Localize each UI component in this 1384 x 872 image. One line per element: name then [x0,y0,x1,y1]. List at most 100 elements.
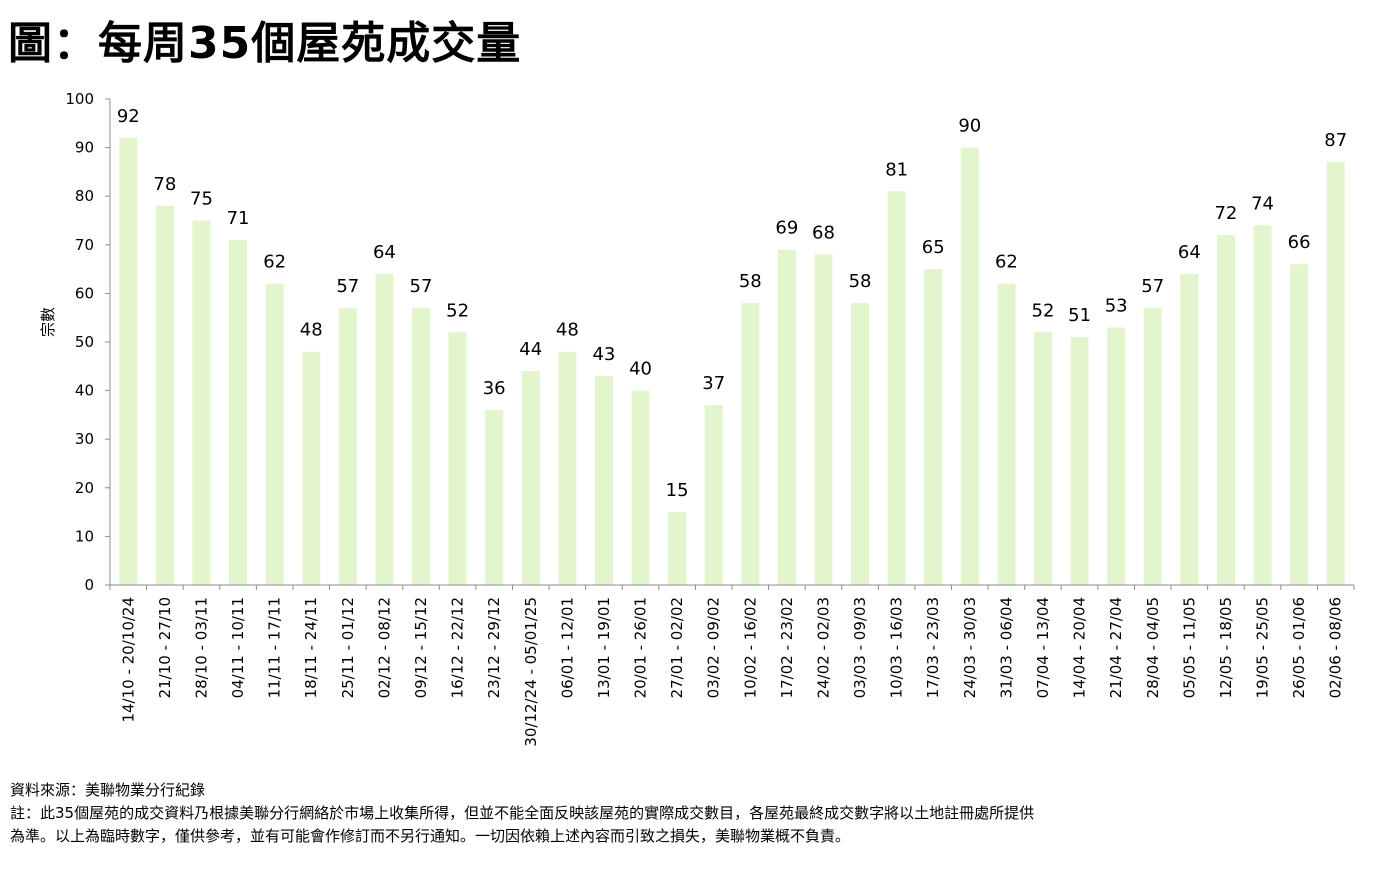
data-label: 87 [1324,130,1347,151]
bar [229,239,248,585]
bar [1216,235,1235,585]
x-tick-label: 28/10 - 03/11 [192,597,210,698]
x-tick-label: 30/12/24 - 05/01/25 [522,597,540,747]
data-label: 48 [300,320,323,341]
x-tick-label: 07/04 - 13/04 [1034,597,1052,698]
x-tick-label: 31/03 - 06/04 [997,597,1015,698]
data-label: 75 [190,189,213,210]
x-tick-label: 20/01 - 26/01 [632,597,650,698]
x-tick-label: 28/04 - 04/05 [1144,597,1162,698]
data-label: 74 [1251,193,1274,214]
footnote-line-2: 為準。以上為臨時數字，僅供參考，並有可能會作修訂而不另行通知。一切因依賴上述內容… [10,827,851,845]
x-tick-label: 02/06 - 08/06 [1327,597,1345,698]
bar [1180,273,1199,585]
bar [960,147,979,585]
y-tick-label: 50 [75,333,94,351]
data-label: 78 [153,174,176,195]
y-tick-label: 30 [75,430,94,448]
x-tick-label: 05/05 - 11/05 [1180,597,1198,698]
data-label: 92 [117,106,140,127]
x-tick-label: 16/12 - 22/12 [449,597,467,698]
data-label: 72 [1214,203,1237,224]
data-label: 66 [1288,232,1311,253]
y-tick-label: 40 [75,382,94,400]
bar [375,273,394,585]
x-tick-label: 24/03 - 30/03 [961,597,979,698]
chart-title: 圖：每周35個屋苑成交量 [8,18,522,69]
bar [704,405,723,585]
x-tick-label: 06/01 - 12/01 [558,597,576,698]
data-label: 37 [702,373,725,394]
x-tick-label: 10/02 - 16/02 [741,597,759,698]
bar [338,307,357,585]
y-tick-label: 90 [75,139,94,157]
data-label: 15 [666,480,689,501]
data-label: 51 [1068,305,1091,326]
x-tick-label: 14/10 - 20/10/24 [119,597,137,723]
data-label: 58 [739,271,762,292]
data-label: 62 [263,252,286,273]
x-tick-label: 10/03 - 16/03 [888,597,906,698]
bar [119,137,138,585]
y-tick-label: 60 [75,284,94,302]
data-label: 43 [592,344,615,365]
data-label: 57 [410,276,433,297]
data-label: 65 [922,237,945,258]
bar [851,303,870,585]
bar-chart: 92 78 75 71 62 48 57 64 57 52 36 44 48 43 40 15 37 58 69 68… [39,90,1355,747]
x-tick-label: 19/05 - 25/05 [1254,597,1272,698]
bar [668,512,687,585]
y-tick-label: 100 [65,90,94,108]
footnote-line-1: 註：此35個屋苑的成交資料乃根據美聯分行網絡於市場上收集所得，但並不能全面反映該… [10,804,1035,822]
bar [1253,225,1272,586]
x-tick-label: 25/11 - 01/12 [339,597,357,698]
x-tick-label: 26/05 - 01/06 [1290,597,1308,698]
data-label: 52 [1032,300,1055,321]
y-tick-label: 0 [84,576,94,594]
data-label: 62 [995,252,1018,273]
x-tick-label: 09/12 - 15/12 [412,597,430,698]
bar [302,351,321,585]
bar [924,269,943,585]
data-label: 64 [373,242,396,263]
y-tick-label: 20 [75,479,94,497]
bar [558,351,577,585]
x-tick-label: 04/11 - 10/11 [229,597,247,698]
data-label: 71 [227,208,250,229]
bar [997,283,1016,585]
x-tick-label: 24/02 - 02/03 [814,597,832,698]
data-label: 64 [1178,242,1201,263]
bar [192,220,211,585]
bar [265,283,284,585]
y-tick-label: 80 [75,187,94,205]
data-label: 69 [775,218,798,239]
data-label: 52 [446,300,469,321]
x-tick-label: 21/10 - 27/10 [156,597,174,698]
x-tick-label: 13/01 - 19/01 [595,597,613,698]
source-note: 資料來源：美聯物業分行紀錄 [10,781,206,799]
bar [1326,162,1345,585]
data-label: 90 [958,116,981,137]
data-label: 48 [556,320,579,341]
y-tick-label: 70 [75,236,94,254]
bar [448,332,467,585]
bar [412,307,430,585]
bar [741,303,760,585]
y-tick-label: 10 [75,527,94,545]
data-label: 40 [629,359,652,380]
data-label: 58 [849,271,872,292]
x-tick-label: 17/02 - 23/02 [778,597,796,698]
x-tick-label: 03/03 - 09/03 [851,597,869,698]
bar [521,371,540,585]
data-label: 44 [519,339,542,360]
x-tick-label: 11/11 - 17/11 [266,597,284,698]
x-tick-label: 27/01 - 02/02 [668,597,686,698]
bar [777,249,796,585]
bar [631,390,650,585]
x-tick-label: 23/12 - 29/12 [485,597,503,698]
data-label: 57 [1141,276,1164,297]
bar [814,254,833,585]
data-label: 81 [885,159,908,180]
bar [1070,337,1089,585]
x-tick-label: 02/12 - 08/12 [375,597,393,698]
